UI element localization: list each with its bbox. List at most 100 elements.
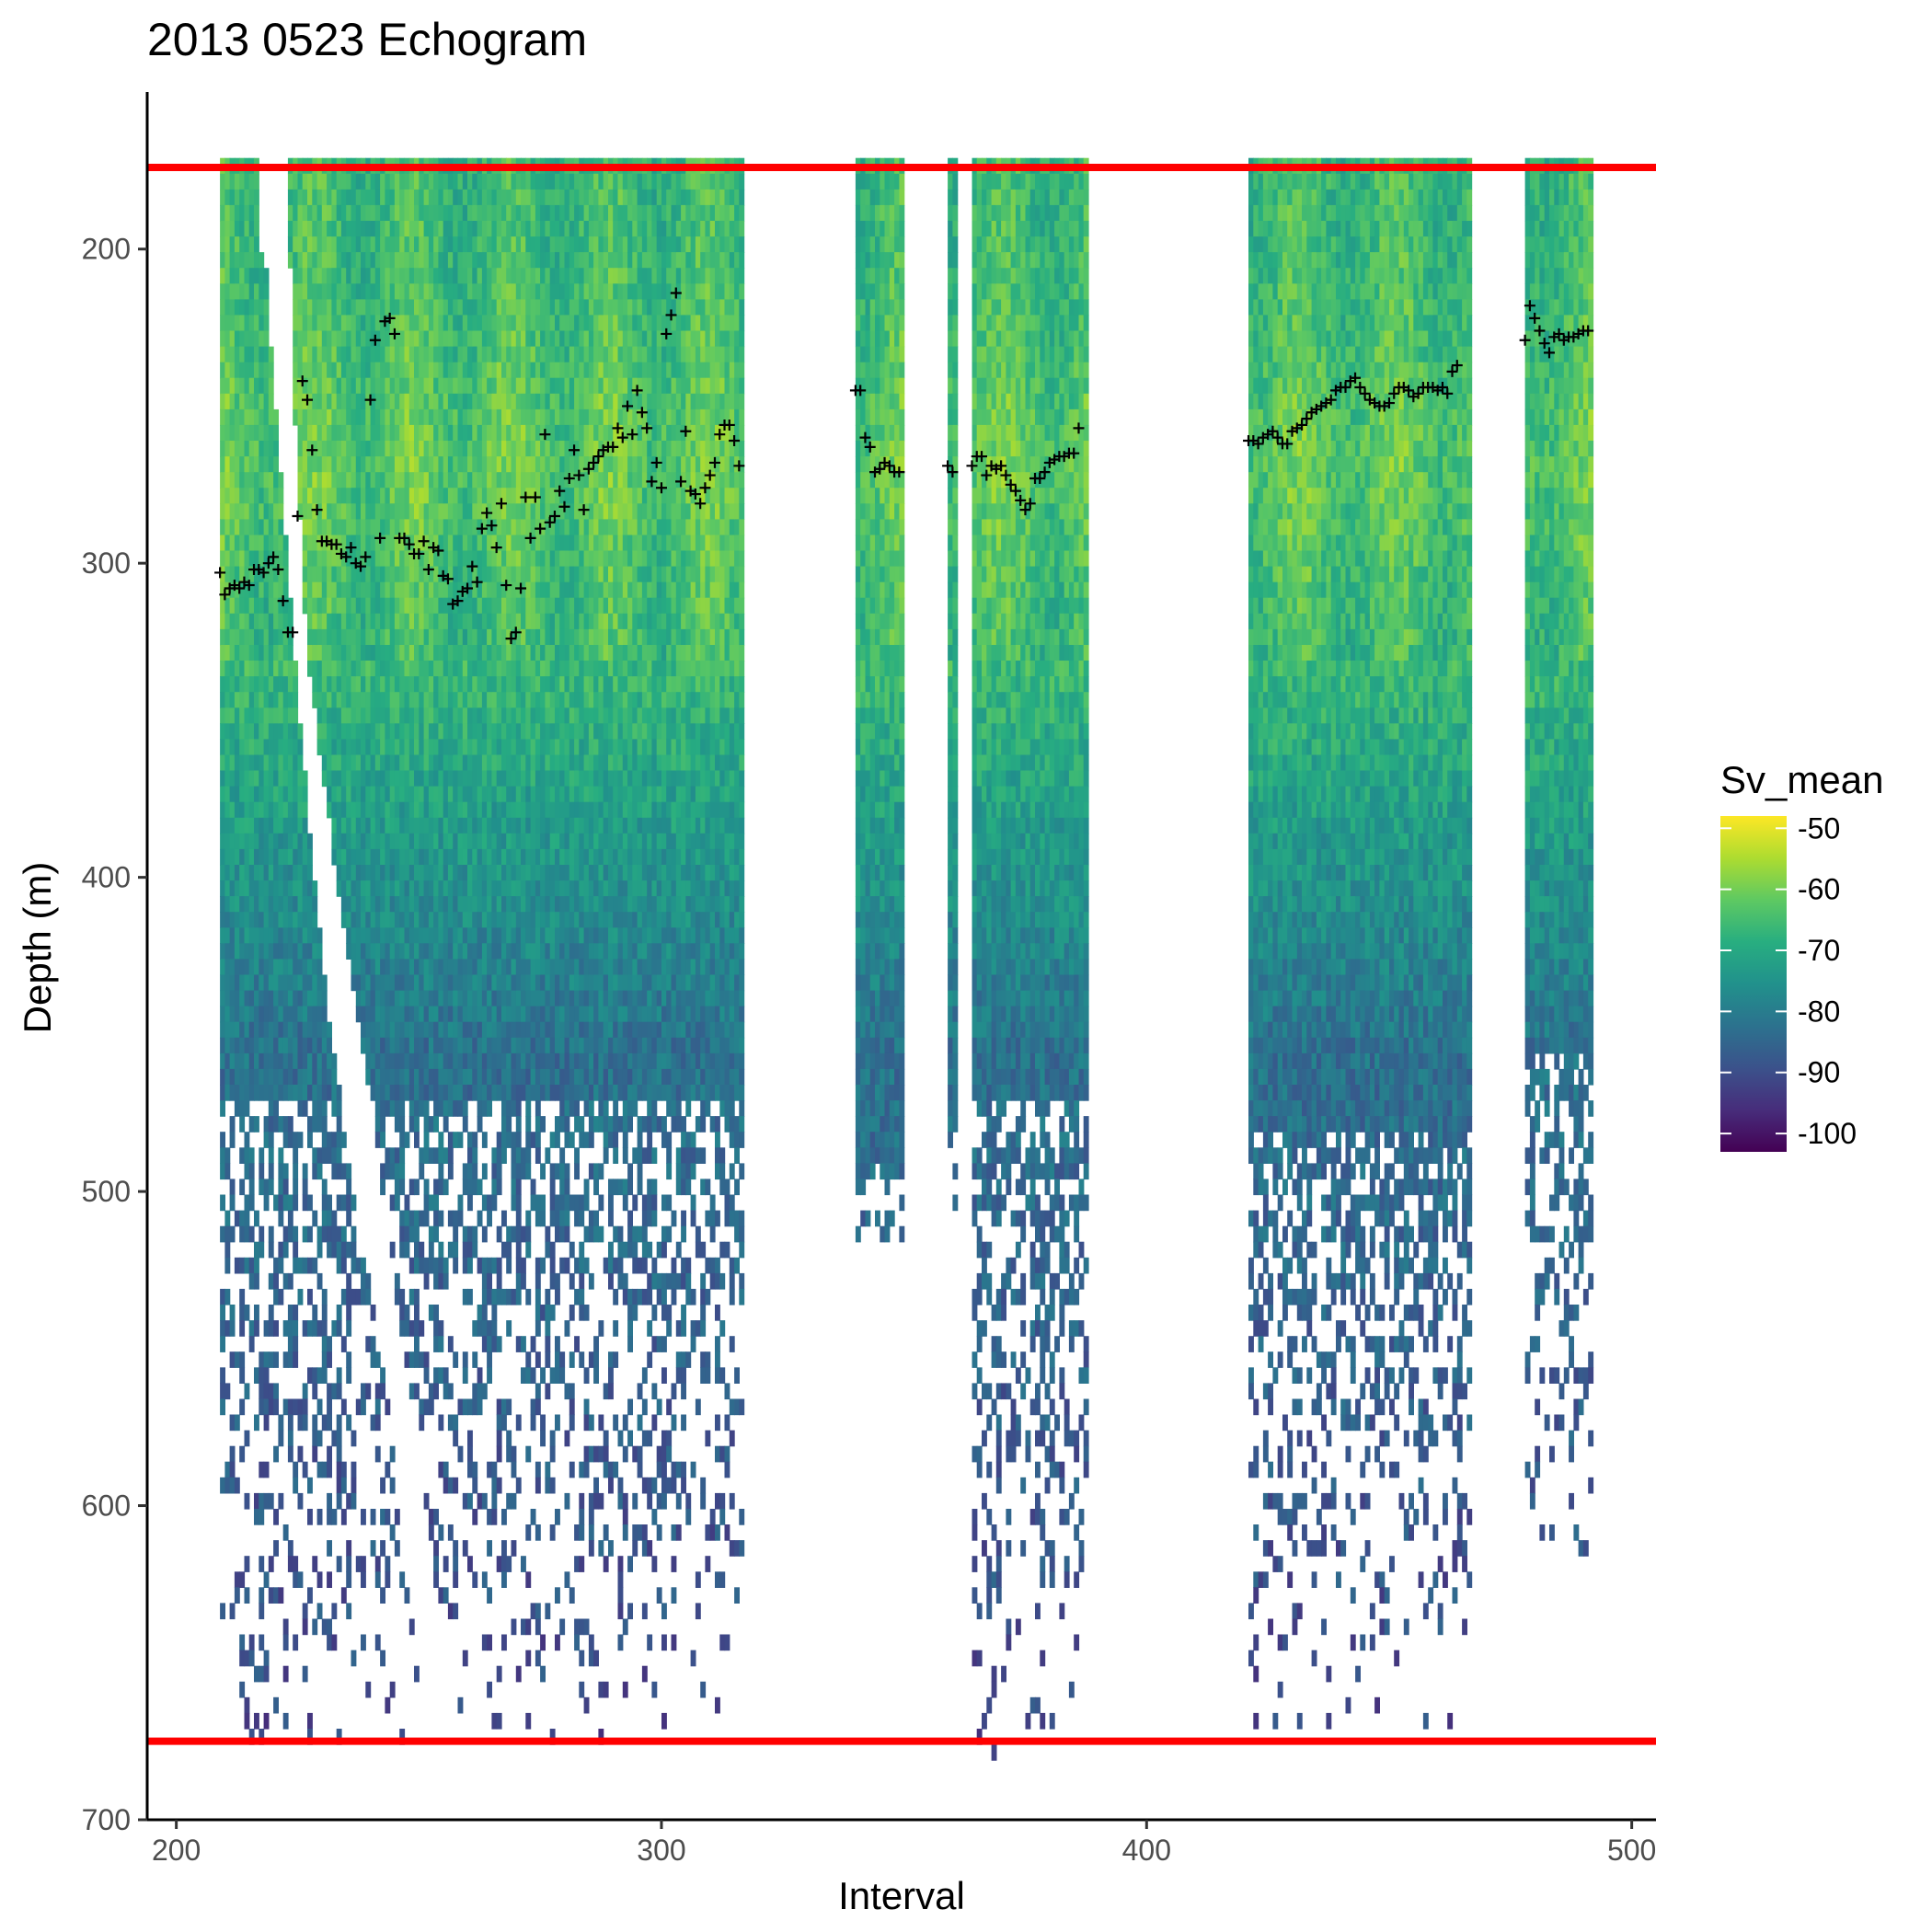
heatmap-cell — [278, 1021, 284, 1039]
heatmap-cell — [443, 1037, 449, 1054]
heatmap-cell — [438, 754, 444, 772]
heatmap-cell — [521, 189, 526, 206]
heatmap-cell — [248, 896, 255, 913]
heatmap-cell — [346, 268, 352, 284]
heatmap-cell — [535, 645, 541, 661]
heatmap-cell — [477, 770, 483, 788]
heatmap-cell — [472, 283, 478, 300]
heatmap-cell — [282, 880, 289, 897]
heatmap-cell — [423, 1052, 430, 1070]
heatmap-cell — [408, 880, 415, 897]
heatmap-cell — [491, 408, 498, 426]
heatmap-cell — [380, 1037, 385, 1054]
heatmap-cell — [389, 1068, 396, 1086]
heatmap-cell — [302, 1320, 308, 1337]
heatmap-cell — [248, 927, 255, 944]
heatmap-cell — [419, 315, 425, 332]
heatmap-cell — [515, 1100, 522, 1117]
heatmap-cell — [346, 613, 352, 630]
heatmap-cell — [535, 833, 541, 850]
heatmap-cell — [220, 1367, 225, 1384]
heatmap-cell — [545, 330, 551, 348]
heatmap-cell — [462, 1021, 468, 1039]
heatmap-cell — [370, 692, 376, 708]
heatmap-cell — [327, 1618, 332, 1636]
heatmap-cell — [501, 1414, 507, 1432]
heatmap-cell — [370, 833, 376, 850]
heatmap-cell — [351, 330, 357, 348]
heatmap-cell — [259, 581, 265, 599]
heatmap-cell — [457, 377, 464, 395]
heatmap-cell — [525, 408, 532, 426]
heatmap-cell — [559, 330, 566, 348]
heatmap-cell — [521, 865, 526, 881]
heatmap-cell — [263, 927, 270, 944]
heatmap-cell — [312, 1021, 318, 1039]
heatmap-cell — [428, 346, 434, 363]
heatmap-cell — [472, 377, 478, 395]
heatmap-cell — [491, 362, 498, 379]
heatmap-cell — [457, 990, 464, 1007]
heatmap-cell — [447, 503, 454, 520]
heatmap-cell — [491, 189, 498, 206]
heatmap-cell — [428, 189, 434, 206]
heatmap-cell — [423, 173, 430, 190]
heatmap-cell — [293, 676, 299, 693]
heatmap-cell — [254, 723, 259, 740]
heatmap-cell — [380, 927, 385, 944]
heatmap-cell — [515, 1179, 522, 1196]
heatmap-cell — [302, 456, 308, 473]
heatmap-cell — [447, 488, 454, 504]
heatmap-cell — [254, 330, 259, 348]
heatmap-cell — [259, 330, 265, 348]
heatmap-cell — [564, 535, 570, 552]
heatmap-cell — [428, 865, 434, 881]
heatmap-cell — [408, 661, 415, 677]
heatmap-cell — [385, 1052, 391, 1070]
heatmap-cell — [355, 645, 362, 661]
heatmap-cell — [549, 896, 556, 913]
heatmap-cell — [259, 315, 265, 332]
heatmap-cell — [487, 1006, 492, 1023]
heatmap-cell — [259, 959, 265, 976]
heatmap-cell — [293, 1305, 299, 1321]
heatmap-cell — [346, 676, 352, 693]
heatmap-cell — [549, 346, 556, 363]
heatmap-cell — [515, 236, 522, 253]
heatmap-cell — [472, 770, 478, 788]
heatmap-cell — [370, 1052, 376, 1070]
heatmap-cell — [282, 1634, 289, 1651]
heatmap-cell — [447, 1068, 454, 1086]
heatmap-cell — [472, 550, 478, 568]
heatmap-cell — [428, 801, 434, 819]
heatmap-cell — [297, 424, 304, 442]
heatmap-cell — [278, 943, 284, 960]
heatmap-cell — [506, 236, 512, 253]
heatmap-cell — [549, 377, 556, 395]
heatmap-cell — [404, 488, 410, 504]
heatmap-cell — [321, 189, 328, 206]
heatmap-cell — [511, 739, 517, 756]
heatmap-cell — [419, 1414, 425, 1432]
heatmap-cell — [496, 1147, 502, 1164]
heatmap-cell — [487, 896, 492, 913]
heatmap-cell — [545, 346, 551, 363]
heatmap-cell — [254, 1492, 259, 1510]
heatmap-cell — [453, 173, 459, 190]
heatmap-cell — [555, 880, 560, 897]
heatmap-cell — [438, 488, 444, 504]
heatmap-cell — [234, 959, 240, 976]
heatmap-cell — [414, 597, 420, 615]
heatmap-cell — [273, 801, 279, 819]
heatmap-cell — [239, 1398, 246, 1416]
heatmap-cell — [467, 252, 473, 269]
heatmap-cell — [385, 1037, 391, 1054]
heatmap-cell — [457, 204, 464, 222]
heatmap-cell — [545, 503, 551, 520]
heatmap-cell — [408, 1100, 415, 1117]
heatmap-cell — [273, 1587, 279, 1604]
heatmap-cell — [491, 393, 498, 410]
heatmap-cell — [564, 377, 570, 395]
heatmap-cell — [535, 1398, 541, 1416]
heatmap-cell — [365, 456, 372, 473]
